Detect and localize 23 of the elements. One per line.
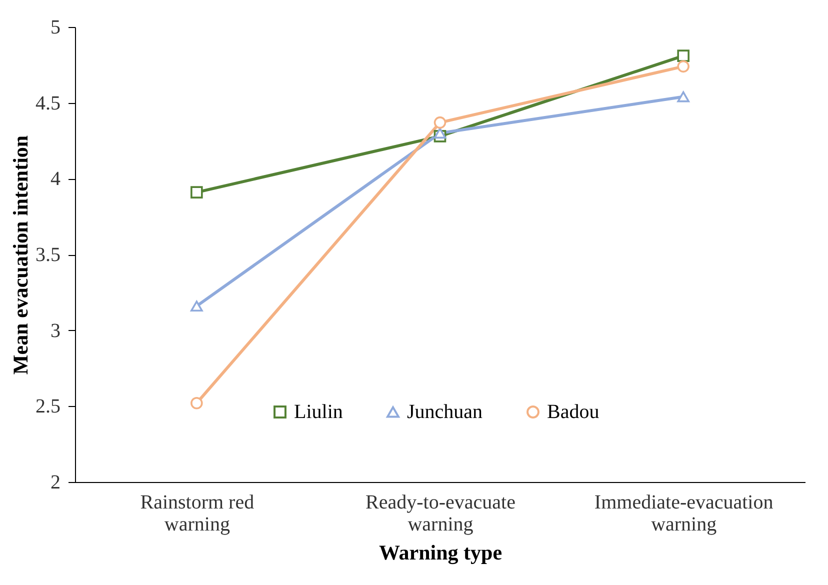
y-tick-label: 2: [50, 472, 60, 494]
x-tick-label: Rainstorm red warning: [140, 492, 254, 536]
y-tick-label: 5: [50, 16, 60, 38]
point: [190, 186, 203, 198]
y-tick-label: 3.5: [36, 244, 60, 266]
y-tick-label: 3: [50, 320, 60, 342]
x-tick-label: Ready-to-evacuate warning: [366, 492, 516, 536]
point: [434, 128, 446, 139]
point: [434, 116, 446, 129]
legend-label: Badou: [547, 401, 600, 423]
legend-label: Junchuan: [407, 401, 483, 423]
y-tick-label: 4.5: [36, 92, 60, 114]
point: [190, 300, 203, 312]
point: [677, 50, 690, 62]
x-axis-title: Warning type: [378, 540, 502, 564]
legend-label: Liulin: [294, 401, 343, 423]
point: [190, 397, 203, 410]
y-axis-title: Mean evacuation intention: [8, 135, 32, 375]
y-tick-label: 2.5: [36, 396, 60, 418]
x-tick-label: Immediate-evacuation warning: [594, 492, 774, 536]
y-tick-label: 4: [50, 168, 60, 190]
point: [677, 91, 690, 102]
point: [677, 60, 690, 73]
